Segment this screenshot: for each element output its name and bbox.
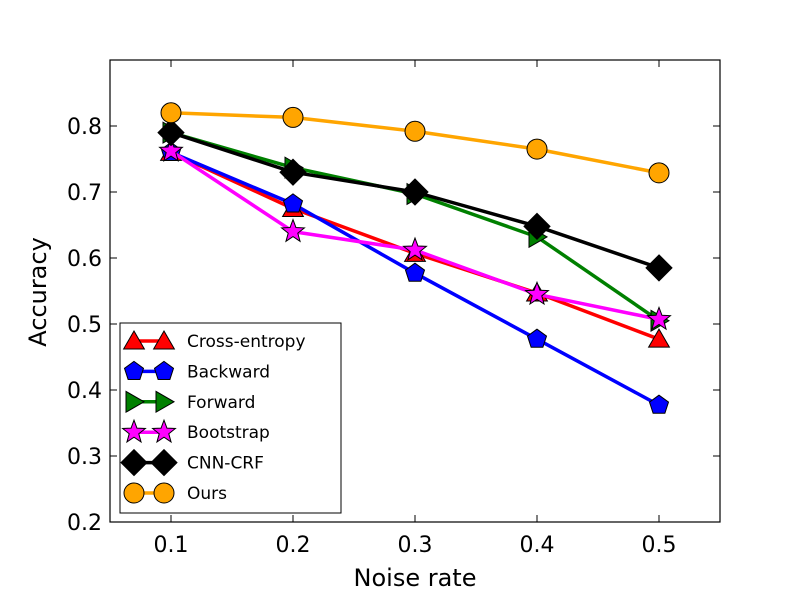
data-point (404, 120, 426, 142)
data-point (647, 328, 671, 348)
data-point (526, 328, 548, 348)
y-axis-title: Accuracy (24, 237, 52, 347)
data-point (279, 158, 307, 186)
data-point (282, 193, 304, 213)
legend-item: Forward (125, 390, 255, 414)
legend-item: Ours (123, 482, 227, 504)
data-point (645, 254, 673, 282)
series-layer (157, 102, 673, 414)
series-line (170, 130, 660, 323)
legend-marker (153, 360, 175, 380)
series-bootstrap (158, 137, 672, 331)
legend-label: Forward (187, 393, 255, 413)
legend-item: CNN-CRF (120, 448, 264, 477)
legend-marker (121, 418, 147, 444)
data-point (158, 137, 184, 162)
x-tick-label: 0.5 (642, 533, 677, 558)
data-point (157, 118, 185, 147)
x-tick-label: 0.2 (276, 533, 311, 558)
y-tick-label: 0.3 (67, 445, 102, 470)
x-tick-label: 0.1 (154, 533, 189, 558)
legend-marker (150, 448, 178, 477)
y-tick-label: 0.8 (67, 115, 102, 140)
data-point (160, 102, 182, 124)
legend-marker (125, 390, 146, 414)
legend-marker (122, 329, 146, 350)
data-point (402, 236, 428, 261)
x-tick-label: 0.3 (398, 533, 433, 558)
data-point (646, 305, 672, 331)
data-point (523, 212, 551, 241)
y-tick-label: 0.7 (67, 181, 102, 206)
data-point (280, 218, 306, 243)
y-tick-label: 0.2 (67, 511, 102, 536)
x-axis-title: Noise rate (354, 564, 477, 592)
legend-item: Cross-entropy (122, 329, 306, 352)
legend-marker (152, 329, 176, 350)
legend-label: Bootstrap (187, 423, 270, 443)
data-point (648, 394, 670, 414)
legend-item: Bootstrap (121, 418, 270, 444)
legend: Cross-entropy Backward Forward Bootstrap CNN… (119, 322, 342, 514)
legend-marker (123, 482, 145, 504)
legend-marker (153, 482, 175, 504)
legend-marker (155, 390, 176, 414)
legend-box (119, 322, 342, 514)
data-point (282, 106, 304, 128)
legend-marker (120, 448, 148, 477)
legend-marker (123, 360, 145, 380)
axis-ticks: 0.1 0.2 0.3 0.4 0.5 0.2 0.3 0.4 0.5 0.6 0.7 0.8 (67, 60, 720, 558)
legend-label: Cross-entropy (187, 332, 306, 352)
series-cnn-crf (157, 118, 673, 282)
legend-label: Ours (187, 484, 227, 504)
data-point (524, 280, 550, 306)
series-line (170, 149, 660, 322)
data-point (401, 178, 429, 206)
legend-marker (151, 418, 177, 444)
legend-label: CNN-CRF (187, 454, 264, 474)
data-point (526, 138, 548, 160)
legend-item: Backward (123, 360, 270, 382)
data-point (404, 262, 426, 282)
y-tick-label: 0.5 (67, 313, 102, 338)
legend-label: Backward (187, 362, 270, 382)
x-tick-label: 0.4 (520, 533, 555, 558)
y-tick-label: 0.4 (67, 379, 102, 404)
data-point (648, 162, 670, 184)
series-ours (160, 102, 670, 184)
y-tick-label: 0.6 (67, 247, 102, 272)
